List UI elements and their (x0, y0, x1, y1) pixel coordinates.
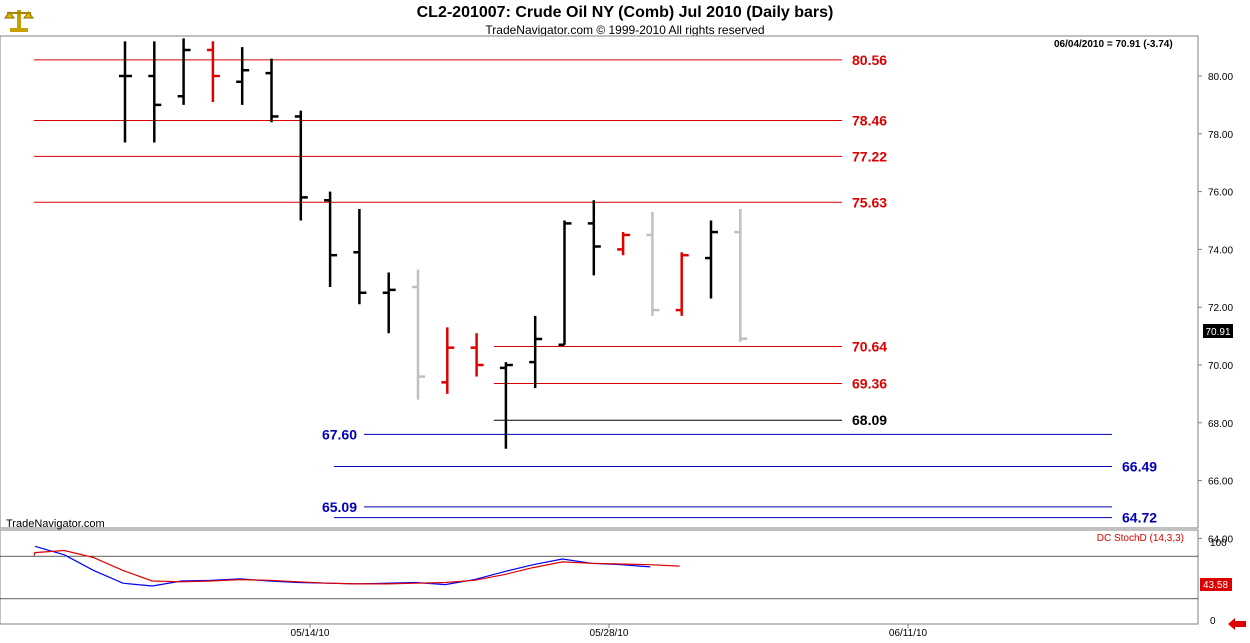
level-label: 66.49 (1122, 458, 1157, 474)
stoch-tick-label: 100 (1210, 538, 1227, 549)
last-quote: 06/04/2010 = 70.91 (-3.74) (1054, 39, 1173, 50)
level-label: 80.56 (852, 52, 887, 68)
y-tick-label: 78.00 (1208, 130, 1233, 141)
chart-subtitle: TradeNavigator.com © 1999-2010 All right… (485, 23, 765, 37)
last-price-label: 70.91 (1205, 327, 1230, 338)
ohlc-bar (470, 333, 484, 377)
stoch-tick-label: 0 (1210, 616, 1216, 627)
ohlc-bar (119, 41, 132, 143)
ohlc-bars (119, 38, 748, 449)
ohlc-bar (206, 41, 220, 103)
ohlc-bar (499, 362, 513, 449)
x-tick-label: 05/14/10 (291, 628, 330, 639)
ohlc-bar (529, 315, 543, 389)
ohlc-bar (324, 191, 338, 287)
y-tick-label: 68.00 (1208, 419, 1233, 430)
level-label: 68.09 (852, 412, 887, 428)
ohlc-bar (675, 252, 689, 316)
stoch-pane-frame (0, 529, 1199, 625)
x-tick-label: 06/11/10 (889, 628, 928, 639)
level-lines: 80.56 78.46 77.22 75.63 70.64 69.36 68.09 67.60… (34, 52, 1157, 526)
ohlc-bar (148, 41, 162, 143)
y-tick-label: 76.00 (1208, 188, 1233, 199)
stoch-value-box (1200, 578, 1232, 591)
ohlc-bar (265, 58, 279, 123)
watermark: TradeNavigator.com (6, 518, 105, 530)
stochastic-pane: DC StochD (14,3,3) 100 43.58 0 (0, 533, 1232, 627)
ohlc-bar (236, 47, 250, 105)
stoch-title: DC StochD (14,3,3) (1097, 533, 1184, 544)
y-tick-label: 70.00 (1208, 361, 1233, 372)
stoch-series-k (34, 545, 651, 587)
level-label: 75.63 (852, 194, 887, 210)
left-arrow-icon[interactable] (1228, 617, 1246, 630)
y-tick-label: 72.00 (1208, 303, 1233, 314)
y-tick-label: 64.00 (1208, 534, 1233, 545)
stoch-series-d (33, 549, 680, 585)
chart-frames (0, 35, 1199, 625)
ohlc-bar (734, 208, 748, 342)
ohlc-bar (294, 110, 308, 221)
ohlc-bar (382, 272, 396, 334)
level-label: 67.60 (322, 426, 357, 442)
ohlc-bar (441, 327, 455, 394)
level-label: 70.64 (852, 339, 887, 355)
stoch-value-label: 43.58 (1203, 580, 1228, 591)
y-axis: 80.00 78.00 76.00 74.00 72.00 70.00 68.00 66.00… (1198, 72, 1233, 545)
ohlc-bar (646, 211, 660, 316)
x-axis: 05/14/10 05/28/10 06/11/10 (291, 624, 928, 639)
ohlc-bar (177, 38, 191, 105)
ohlc-bar (412, 269, 425, 400)
ohlc-bar (617, 232, 631, 256)
y-tick-label: 74.00 (1208, 245, 1233, 256)
ohlc-bar (558, 220, 572, 347)
level-label: 78.46 (852, 113, 887, 129)
level-label: 64.72 (1122, 510, 1157, 526)
level-label: 65.09 (322, 499, 357, 515)
ohlc-bar (353, 208, 367, 305)
x-tick-label: 05/28/10 (590, 628, 629, 639)
y-tick-label: 80.00 (1208, 72, 1233, 83)
scale-icon (4, 4, 34, 34)
ohlc-bar (587, 200, 601, 276)
level-label: 77.22 (852, 148, 887, 164)
chart-title: CL2-201007: Crude Oil NY (Comb) Jul 2010… (416, 4, 834, 21)
y-tick-label: 66.00 (1208, 477, 1233, 488)
ohlc-bar (705, 220, 718, 299)
last-price-box (1203, 324, 1233, 338)
level-label: 69.36 (852, 375, 887, 391)
price-pane-frame (0, 35, 1199, 529)
